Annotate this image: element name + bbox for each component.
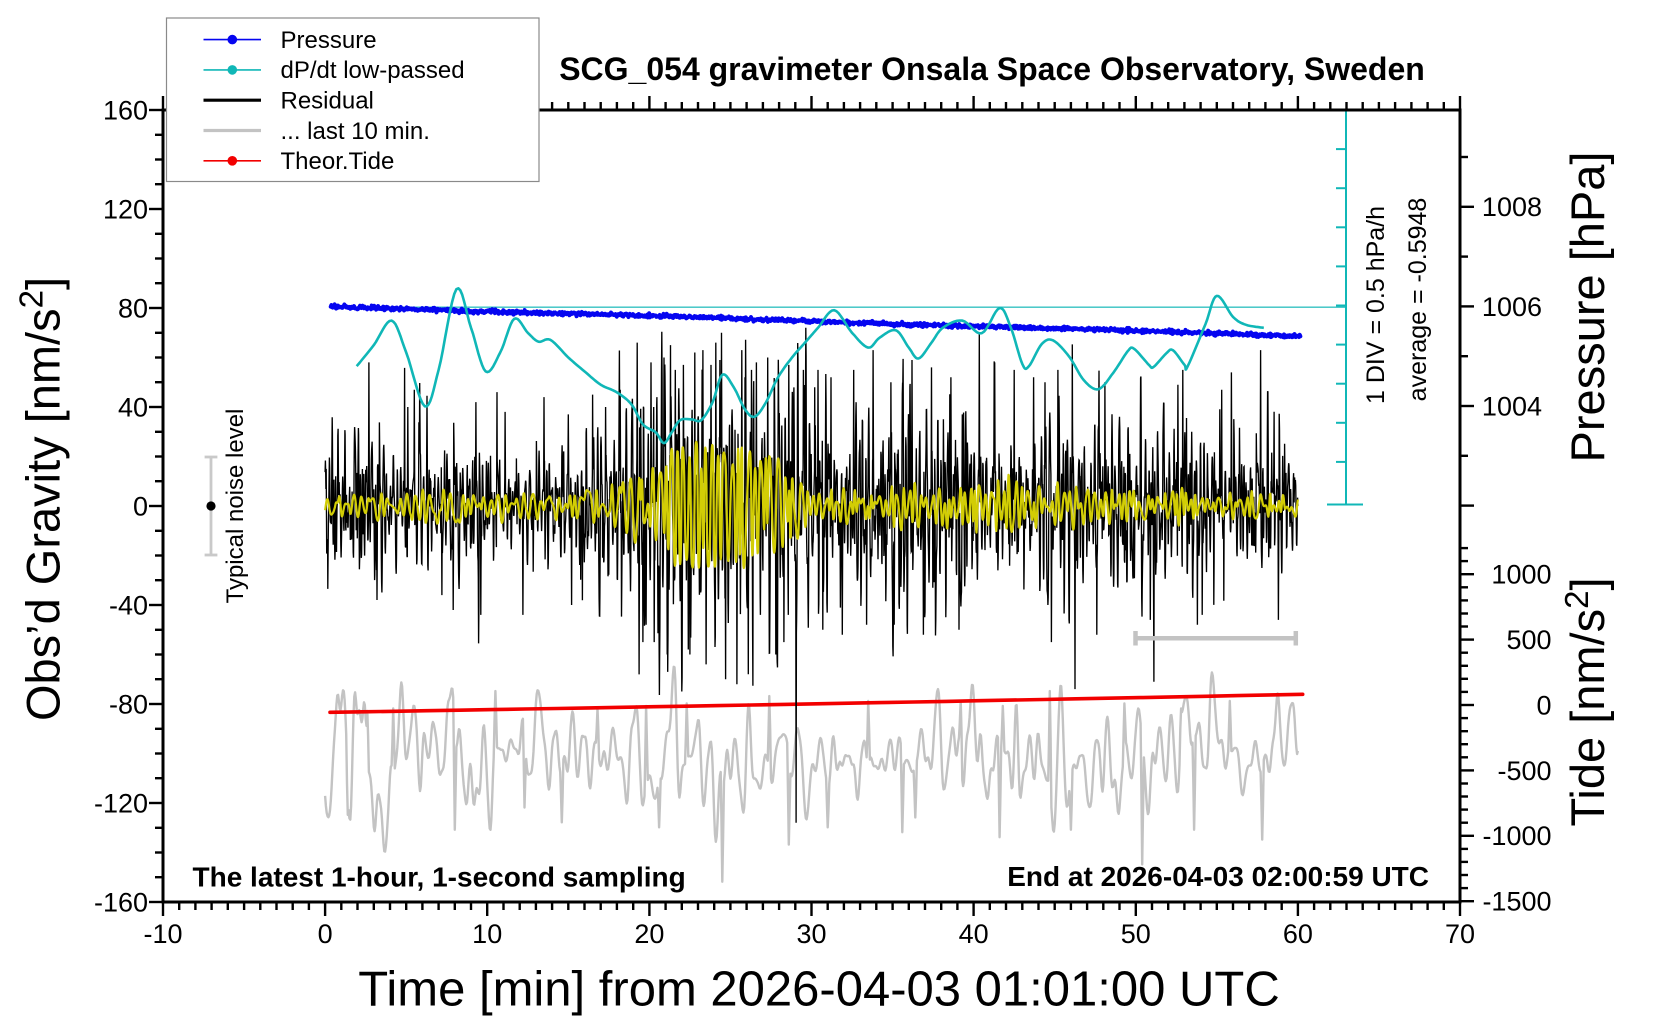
svg-text:-1000: -1000: [1482, 821, 1551, 851]
svg-text:1004: 1004: [1482, 391, 1542, 421]
svg-text:Pressure [hPa]: Pressure [hPa]: [1561, 152, 1614, 463]
svg-text:average = -0.5948: average = -0.5948: [1404, 198, 1432, 402]
svg-text:Obs’d Gravity [nm/s2]: Obs’d Gravity [nm/s2]: [13, 277, 70, 721]
svg-text:1000: 1000: [1491, 560, 1551, 590]
svg-text:-500: -500: [1497, 756, 1551, 786]
svg-text:40: 40: [118, 392, 148, 422]
svg-text:0: 0: [133, 491, 148, 521]
svg-text:SCG_054 gravimeter Onsala Spac: SCG_054 gravimeter Onsala Space Observat…: [559, 51, 1425, 87]
svg-text:120: 120: [103, 194, 148, 224]
svg-text:80: 80: [118, 293, 148, 323]
svg-text:1006: 1006: [1482, 292, 1542, 322]
svg-text:Time [min] from 2026-04-03 01:: Time [min] from 2026-04-03 01:01:00 UTC: [358, 963, 1279, 1017]
svg-text:-40: -40: [109, 590, 148, 620]
svg-text:0: 0: [1536, 690, 1551, 720]
svg-text:Theor.Tide: Theor.Tide: [281, 148, 395, 175]
svg-text:1 DIV = 0.5 hPa/h: 1 DIV = 0.5 hPa/h: [1362, 206, 1390, 404]
svg-text:-120: -120: [94, 788, 148, 818]
svg-text:1008: 1008: [1482, 192, 1542, 222]
svg-text:-160: -160: [94, 887, 148, 917]
svg-text:40: 40: [959, 919, 989, 949]
svg-text:160: 160: [103, 95, 148, 125]
svg-text:20: 20: [634, 919, 664, 949]
svg-text:60: 60: [1283, 919, 1313, 949]
svg-text:dP/dt low-passed: dP/dt low-passed: [281, 57, 465, 84]
svg-text:0: 0: [318, 919, 333, 949]
svg-text:Tide [nm/s2]: Tide [nm/s2]: [1558, 577, 1614, 826]
svg-text:-80: -80: [109, 689, 148, 719]
svg-text:50: 50: [1121, 919, 1151, 949]
svg-text:End at 2026-04-03 02:00:59 UTC: End at 2026-04-03 02:00:59 UTC: [1007, 861, 1429, 892]
svg-text:-10: -10: [143, 919, 182, 949]
svg-text:10: 10: [472, 919, 502, 949]
svg-text:Typical noise level: Typical noise level: [222, 409, 249, 604]
svg-text:Residual: Residual: [281, 88, 374, 115]
svg-text:Pressure: Pressure: [281, 27, 377, 54]
svg-text:The latest 1-hour, 1-second sa: The latest 1-hour, 1-second sampling: [193, 861, 686, 892]
svg-text:-1500: -1500: [1482, 887, 1551, 917]
svg-text:70: 70: [1445, 919, 1475, 949]
svg-text:... last 10 min.: ... last 10 min.: [281, 118, 430, 145]
svg-text:30: 30: [796, 919, 826, 949]
svg-text:500: 500: [1506, 625, 1551, 655]
